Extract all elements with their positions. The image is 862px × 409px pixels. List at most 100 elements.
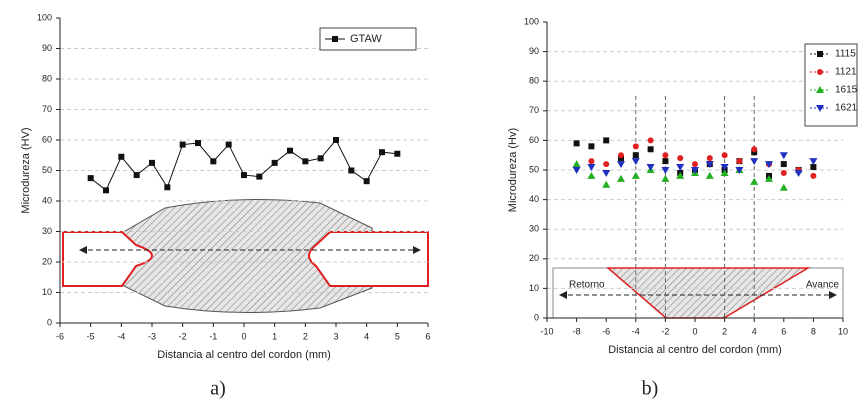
y-tick-label: 10 bbox=[529, 283, 539, 293]
data-point bbox=[647, 137, 654, 144]
data-point bbox=[179, 141, 186, 148]
data-point bbox=[632, 143, 639, 150]
data-point bbox=[587, 171, 596, 179]
data-point bbox=[572, 160, 581, 168]
legend-label: 1621 bbox=[835, 103, 858, 114]
data-point bbox=[617, 174, 625, 182]
data-point bbox=[809, 158, 818, 166]
y-tick-label: 60 bbox=[42, 134, 52, 144]
data-point bbox=[256, 173, 263, 180]
x-tick-label: -6 bbox=[602, 326, 610, 336]
x-tick-label: 6 bbox=[425, 331, 430, 341]
y-tick-label: 70 bbox=[529, 105, 539, 115]
data-point bbox=[333, 137, 339, 143]
y-tick-label: 20 bbox=[529, 253, 539, 263]
data-point bbox=[779, 152, 788, 160]
y-tick-label: 80 bbox=[529, 76, 539, 86]
series-line bbox=[90, 139, 398, 192]
data-point bbox=[631, 158, 640, 166]
caption: b) bbox=[642, 378, 659, 400]
y-tick-label: 70 bbox=[42, 104, 52, 114]
x-tick-label: -5 bbox=[87, 331, 95, 341]
legend-box bbox=[319, 27, 417, 51]
data-point bbox=[691, 167, 699, 174]
legend-label: 1115 bbox=[835, 49, 856, 60]
data-point bbox=[810, 172, 817, 179]
data-point bbox=[631, 171, 640, 179]
x-axis-label: Distancia al centro del cordon (mm) bbox=[608, 344, 782, 356]
data-point bbox=[779, 183, 788, 191]
data-point bbox=[588, 143, 595, 150]
legend-label: 1121 bbox=[835, 67, 857, 78]
y-tick-label: 50 bbox=[529, 164, 539, 174]
data-point bbox=[632, 152, 639, 159]
x-tick-label: -1 bbox=[209, 331, 217, 341]
y-tick-label: 100 bbox=[37, 12, 52, 22]
x-tick-label: 8 bbox=[811, 326, 816, 336]
data-point bbox=[588, 158, 595, 165]
data-point bbox=[676, 171, 685, 179]
y-tick-label: 40 bbox=[529, 194, 539, 204]
y-tick-label: 30 bbox=[529, 224, 539, 234]
data-point bbox=[662, 152, 669, 159]
data-point bbox=[210, 158, 217, 165]
data-point bbox=[317, 155, 324, 162]
x-tick-label: 5 bbox=[395, 331, 400, 341]
data-point bbox=[705, 161, 714, 169]
data-point bbox=[618, 152, 624, 159]
data-point bbox=[780, 161, 787, 168]
y-tick-label: 20 bbox=[42, 256, 52, 266]
x-tick-label: 2 bbox=[303, 331, 308, 341]
data-point bbox=[750, 177, 759, 185]
y-tick-label: 10 bbox=[42, 287, 52, 297]
y-tick-label: 0 bbox=[534, 312, 539, 322]
data-point bbox=[751, 146, 758, 153]
weld-diagram bbox=[62, 198, 429, 314]
y-tick-label: 100 bbox=[524, 16, 539, 26]
y-axis-label: Microdureza (Hv) bbox=[507, 128, 519, 212]
x-tick-label: -4 bbox=[117, 331, 125, 341]
data-point bbox=[348, 167, 355, 174]
x-tick-label: -6 bbox=[56, 331, 64, 341]
data-point bbox=[662, 158, 669, 165]
weld-diagram bbox=[552, 267, 844, 319]
legend-marker bbox=[816, 105, 824, 112]
x-axis-label: Distancia al centro del cordon (mm) bbox=[157, 349, 331, 361]
data-point bbox=[765, 174, 773, 182]
x-tick-label: 4 bbox=[364, 331, 369, 341]
legend-marker bbox=[332, 36, 338, 42]
data-point bbox=[587, 164, 596, 172]
x-tick-label: 2 bbox=[722, 326, 727, 336]
y-tick-label: 60 bbox=[529, 135, 539, 145]
annotation: Avance bbox=[806, 280, 840, 291]
data-point bbox=[765, 161, 773, 169]
legend-label: GTAW bbox=[350, 33, 382, 45]
x-tick-label: 1 bbox=[272, 331, 277, 341]
data-point bbox=[87, 175, 94, 182]
data-point bbox=[705, 171, 714, 179]
y-tick-label: 40 bbox=[42, 195, 52, 205]
x-tick-label: -10 bbox=[540, 326, 553, 336]
caption: a) bbox=[210, 378, 226, 400]
x-tick-label: -2 bbox=[661, 326, 669, 336]
data-point bbox=[241, 172, 247, 179]
data-point bbox=[271, 159, 278, 166]
x-tick-label: -4 bbox=[632, 326, 640, 336]
data-point bbox=[721, 152, 728, 159]
data-point bbox=[750, 158, 759, 166]
y-tick-label: 90 bbox=[42, 43, 52, 53]
x-tick-label: 3 bbox=[333, 331, 338, 341]
annotation: Retorno bbox=[569, 280, 605, 291]
data-point bbox=[646, 164, 655, 172]
x-tick-label: -3 bbox=[148, 331, 156, 341]
legend-label: 1615 bbox=[835, 85, 858, 96]
data-point bbox=[363, 178, 370, 185]
x-tick-label: -8 bbox=[573, 326, 581, 336]
data-point bbox=[133, 172, 140, 179]
data-point bbox=[149, 159, 155, 166]
y-tick-label: 30 bbox=[42, 226, 52, 236]
y-tick-label: 50 bbox=[42, 165, 52, 175]
data-point bbox=[118, 153, 125, 160]
data-point bbox=[602, 180, 611, 188]
